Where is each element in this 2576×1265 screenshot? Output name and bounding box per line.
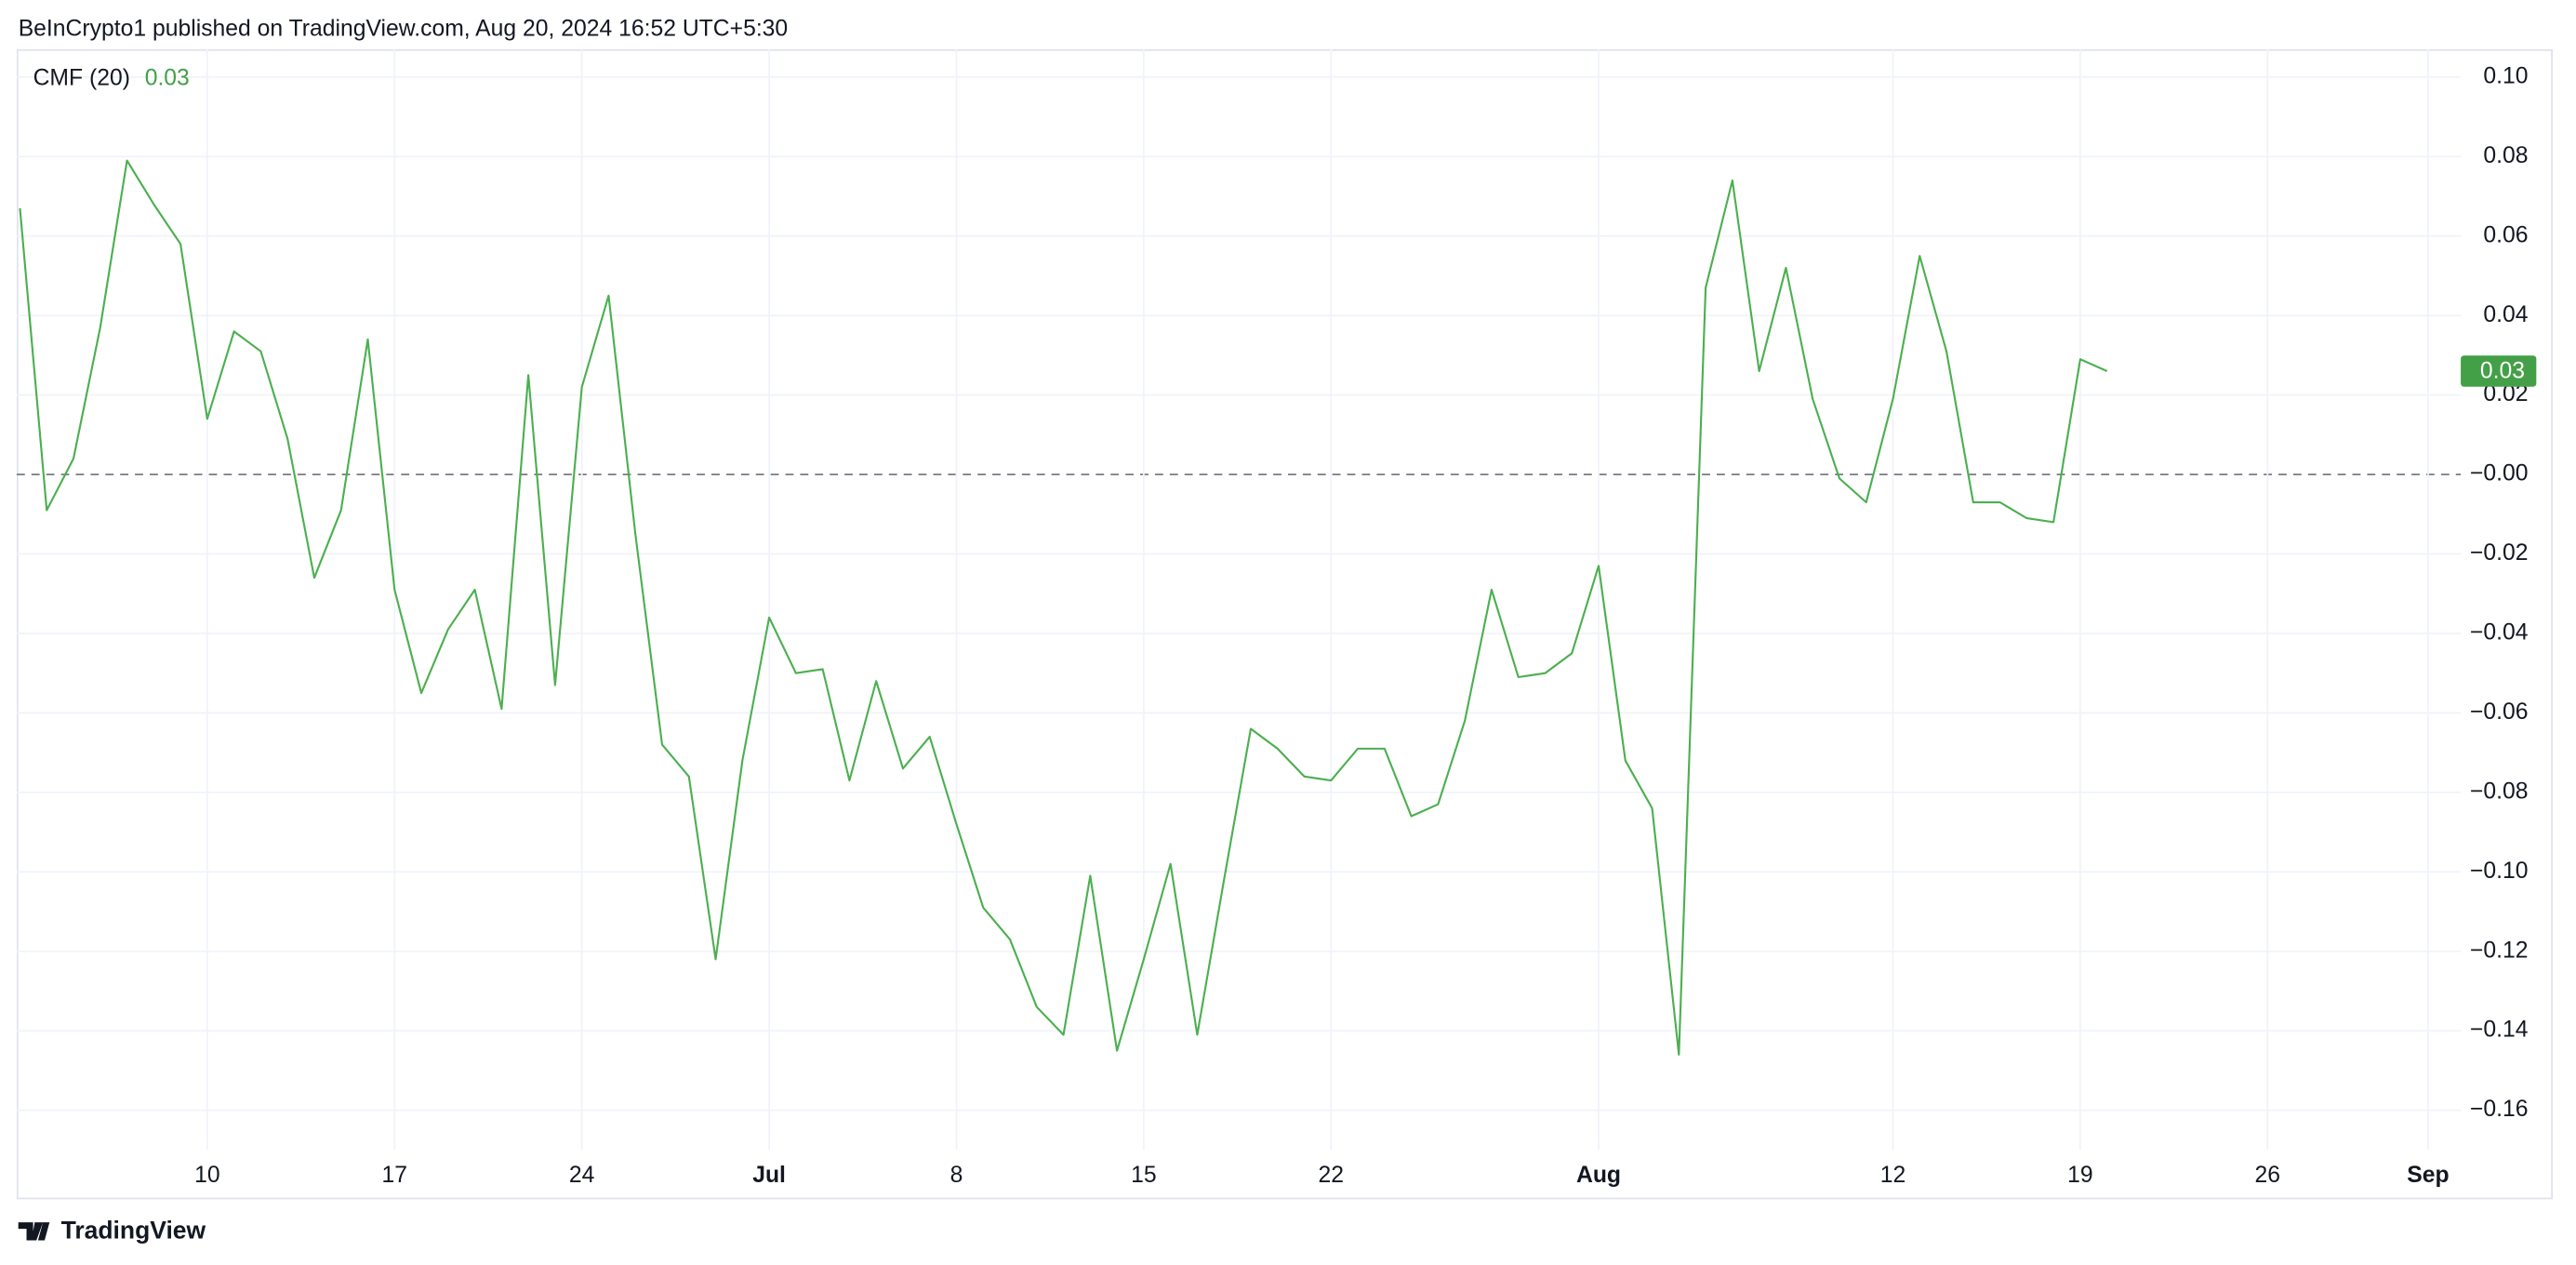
- last-value-label: 0.03: [2480, 358, 2525, 383]
- plot: [19, 159, 2108, 1056]
- y-tick-label: −0.16: [2470, 1097, 2529, 1122]
- legend-name: CMF (20): [33, 65, 130, 90]
- x-tick-label: 12: [1880, 1163, 1905, 1188]
- chart-frame: [16, 48, 2553, 1200]
- y-tick-label: −0.02: [2470, 540, 2529, 566]
- y-tick-label: −0.12: [2470, 938, 2529, 963]
- x-tick-label: 10: [194, 1163, 219, 1188]
- x-tick-label: 22: [1319, 1163, 1344, 1188]
- y-tick-label: −0.06: [2470, 699, 2529, 725]
- x-tick-label: 26: [2255, 1163, 2281, 1188]
- logo-mark: [18, 1222, 50, 1241]
- publish-header: BeInCrypto1 published on TradingView.com…: [19, 16, 789, 41]
- brand-name: TradingView: [61, 1217, 206, 1245]
- y-tick-label: −0.00: [2470, 461, 2529, 486]
- y-tick-label: −0.14: [2470, 1018, 2529, 1043]
- y-tick-label: 0.08: [2483, 143, 2528, 168]
- x-tick-label: Jul: [752, 1163, 786, 1188]
- legend-value: 0.03: [145, 65, 190, 90]
- y-tick-label: 0.10: [2483, 63, 2528, 88]
- brand-logo: [18, 1222, 50, 1241]
- y-tick-label: −0.10: [2470, 859, 2529, 884]
- y-tick-label: 0.06: [2483, 222, 2528, 247]
- x-tick-label: Sep: [2407, 1163, 2449, 1188]
- last-value-badge: [2461, 355, 2537, 387]
- x-tick-label: 19: [2067, 1163, 2093, 1188]
- x-tick-label: 24: [569, 1163, 595, 1188]
- y-tick-label: −0.04: [2470, 620, 2529, 646]
- x-tick-label: 15: [1131, 1163, 1156, 1188]
- x-tick-label: 17: [382, 1163, 408, 1188]
- x-tick-label: 8: [950, 1163, 963, 1188]
- y-tick-label: 0.04: [2483, 302, 2528, 327]
- x-tick-label: Aug: [1576, 1163, 1621, 1188]
- y-tick-label: −0.08: [2470, 779, 2529, 804]
- cmf-line: [19, 159, 2108, 1056]
